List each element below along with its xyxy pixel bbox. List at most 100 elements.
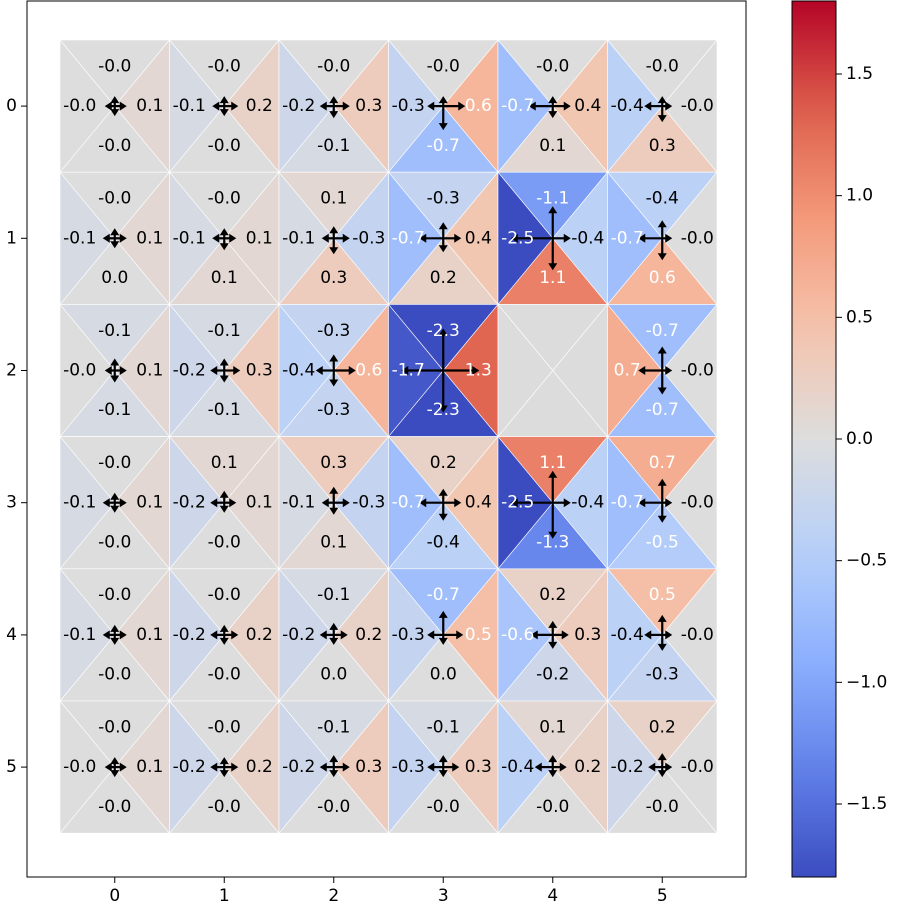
cell-3-5-top-value: 0.7 [649, 453, 676, 473]
cell-0-1-left-value: -0.1 [173, 96, 206, 116]
cell-2-2-right-arrow [333, 366, 356, 375]
cell-5-5-top-value: 0.2 [649, 717, 676, 737]
cell-0-5-top-value: -0.0 [646, 56, 679, 76]
cell-2-1-left-value: -0.2 [173, 361, 206, 381]
cell-1-1-right-value: 0.1 [246, 228, 273, 248]
cell-2-0-left-value: -0.0 [63, 361, 96, 381]
cell-0-0-left-arrow [104, 101, 115, 111]
cell-1-3-right-value: 0.4 [465, 228, 492, 248]
cell-2-5-right-arrow [662, 366, 673, 375]
cell-0-5-right-value: -0.0 [681, 96, 714, 116]
cell-5-1-left-triangle [169, 700, 225, 835]
cell-4-5-left-triangle [607, 567, 663, 702]
cell-3-1-right-value: 0.1 [246, 493, 273, 513]
cell-0-2-top-value: -0.0 [317, 56, 350, 76]
cell-1-3-left-arrow [419, 233, 444, 243]
cell-4-2-right-arrow [333, 630, 348, 640]
x-tick-label: 3 [438, 886, 449, 906]
cell-1-3-bottom-value: 0.2 [430, 268, 457, 288]
cell-5-0-top-value: -0.0 [98, 717, 131, 737]
cell-1-1-bottom-arrow [219, 238, 229, 251]
cell-3-5-right-triangle [661, 435, 718, 570]
cell-0-1-right-value: 0.2 [246, 96, 273, 116]
cell-3-3-top-arrow [438, 488, 448, 503]
cell-0-3-bottom-arrow [438, 106, 448, 131]
cell-4-3-left-triangle [388, 567, 444, 702]
cell-4-1-bottom-value: -0.0 [208, 665, 241, 685]
cell-2-5-top-arrow [657, 346, 667, 371]
colorbar: 1.5 1.0 0.5 0.0 −0.5 −1.0 −1.5 [791, 0, 887, 878]
cell-4-0-right-arrow [114, 630, 127, 640]
cell-1-3-bottom-arrow [438, 238, 448, 253]
cell-4-1-left-value: -0.2 [173, 625, 206, 645]
cell-3-2-bottom-value: 0.1 [320, 532, 347, 552]
cell-0-3-left-value: -0.3 [392, 96, 425, 116]
cell-3-4-left-arrow [510, 498, 553, 508]
cell-4-5-bottom-value: -0.3 [646, 665, 679, 685]
cell-2-5-left-value: 0.7 [614, 361, 641, 381]
cell-5-0-right-arrow [114, 762, 127, 772]
x-tick-label: 2 [328, 886, 339, 906]
cell-2-2-left-triangle [278, 303, 335, 438]
cell-5-1-right-arrow [224, 762, 239, 772]
cell-4-5-right-arrow [662, 630, 673, 640]
cell-2-5-right-triangle [661, 303, 718, 438]
cell-3-5-top-arrow [657, 478, 667, 503]
cell-4-5-right-value: -0.0 [681, 625, 714, 645]
cell-2-5-bottom-value: -0.7 [646, 400, 679, 420]
cell-1-5-bottom-value: 0.6 [649, 268, 676, 288]
cell-1-1-bottom-value: 0.1 [211, 268, 238, 288]
cell-0-1-top-value: -0.0 [208, 56, 241, 76]
colorbar-tick-label: 1.0 [846, 186, 873, 206]
cell-5-0-left-arrow [104, 762, 115, 772]
cell-3-5-right-arrow [662, 498, 673, 508]
cell-2-5-left-triangle [607, 303, 663, 438]
cell-4-1-right-arrow [224, 630, 239, 640]
cell-2-3-top-value: -2.3 [427, 321, 460, 341]
cell-5-2-left-triangle [278, 700, 335, 835]
y-tick-label: 0 [6, 96, 17, 116]
cell-2-5-bottom-arrow [657, 370, 667, 395]
cell-0-4-right-arrow [552, 101, 571, 111]
cell-4-5-left-arrow [644, 630, 663, 640]
cell-3-0-right-value: 0.1 [136, 493, 163, 513]
cell-2-2-left-arrow [315, 366, 334, 375]
cell-3-3-bottom-value: -0.4 [427, 532, 460, 552]
cell-3-1-right-arrow [224, 498, 237, 508]
cell-3-1-left-arrow [210, 498, 225, 508]
cell-5-1-left-arrow [210, 762, 225, 772]
cell-2-0-left-arrow [104, 366, 115, 375]
cell-3-0-left-arrow [102, 498, 115, 508]
cell-5-2-left-arrow [319, 762, 334, 772]
cell-4-1-left-triangle [169, 567, 225, 702]
cell-0-1-right-arrow [224, 101, 239, 111]
cell-1-4-top-value: -1.1 [536, 189, 569, 209]
cell-4-0-left-value: -0.1 [63, 625, 96, 645]
cell-4-2-top-value: -0.1 [317, 585, 350, 605]
cell-5-5-right-value: -0.0 [681, 757, 714, 777]
cell-5-4-left-value: -0.4 [501, 757, 534, 777]
cell-2-3-top-arrow [438, 328, 448, 371]
cell-3-3-bottom-arrow [438, 502, 448, 521]
cell-1-2-right-arrow [333, 233, 350, 243]
cell-4-1-right-value: 0.2 [246, 625, 273, 645]
cell-4-4-left-value: -0.6 [501, 625, 534, 645]
cell-2-1-right-value: 0.3 [246, 361, 273, 381]
cell-3-4-right-value: -0.4 [571, 493, 604, 513]
cell-5-5-top-arrow [657, 753, 667, 768]
cell-1-5-right-arrow [662, 233, 673, 243]
x-tick-label: 5 [657, 886, 668, 906]
cell-5-3-left-triangle [388, 700, 444, 835]
cell-5-0-right-value: 0.1 [136, 757, 163, 777]
cell-3-3-left-value: -0.7 [392, 493, 425, 513]
cell-2-1-top-value: -0.1 [208, 321, 241, 341]
cell-3-3-top-value: 0.2 [430, 453, 457, 473]
cell-0-0-left-triangle [59, 39, 116, 174]
cell-2-1-bottom-arrow [219, 370, 229, 383]
policy-arrows [102, 96, 673, 778]
cell-2-3-right-value: 1.3 [465, 361, 492, 381]
cell-5-5-right-triangle [661, 700, 718, 835]
y-tick-label: 5 [6, 757, 17, 777]
cell-0-2-right-value: 0.3 [355, 96, 382, 116]
